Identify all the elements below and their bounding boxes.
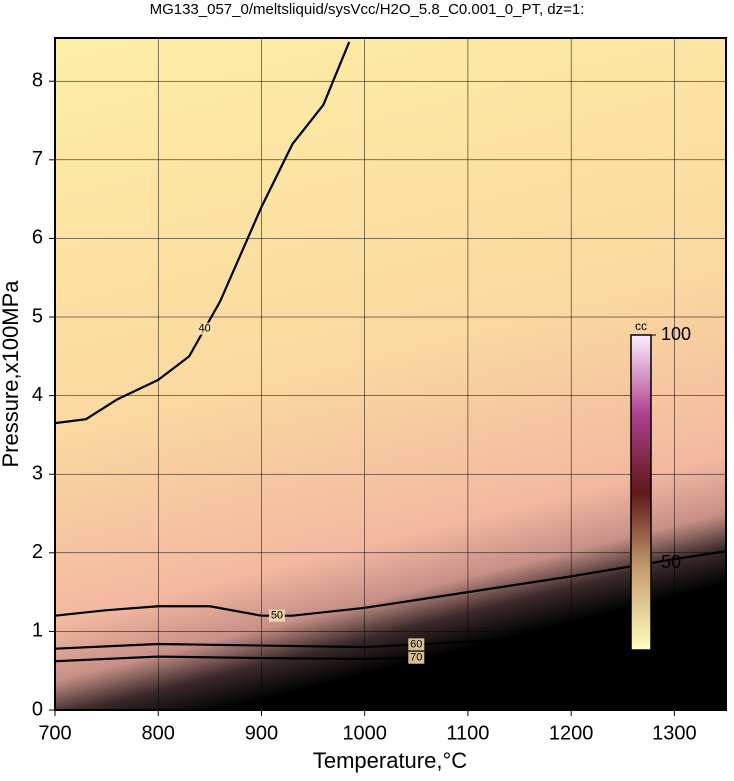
y-tick-label: 2 (32, 541, 43, 563)
x-tick-label: 1200 (549, 722, 594, 744)
colorbar-tick-label: 100 (661, 324, 691, 344)
x-tick-label: 900 (245, 722, 278, 744)
y-tick-label: 3 (32, 462, 43, 484)
y-tick-label: 8 (32, 70, 43, 92)
contour-label: 50 (271, 610, 283, 622)
chart-title: MG133_057_0/meltsliquid/sysVcc/H2O_5.8_C… (150, 1, 585, 18)
contour-label: 70 (410, 652, 422, 664)
contour-label: 60 (410, 638, 422, 650)
contour-line (54, 550, 727, 617)
y-tick-label: 1 (32, 620, 43, 642)
x-tick-label: 800 (142, 722, 175, 744)
y-tick-label: 6 (32, 227, 43, 249)
colorbar-tick-label: 50 (661, 552, 681, 572)
x-tick-label: 700 (38, 722, 71, 744)
x-tick-label: 1000 (342, 722, 387, 744)
y-axis-label: Pressure,x100MPa (0, 280, 23, 468)
x-tick-label: 1100 (446, 722, 489, 744)
contour-label-bg (408, 638, 425, 651)
y-tick-label: 4 (32, 384, 43, 406)
plot-background (55, 38, 726, 710)
x-axis-label: Temperature,°C (313, 748, 467, 773)
contour-label: 40 (199, 323, 211, 335)
colorbar (630, 334, 652, 651)
y-tick-label: 5 (32, 305, 43, 327)
x-tick-label: 1300 (652, 722, 697, 744)
plot-frame (54, 37, 727, 711)
contour-label-bg (408, 651, 425, 664)
y-tick-label: 7 (32, 148, 43, 170)
colorbar-label: cc (635, 319, 647, 333)
contour-label-bg (268, 609, 285, 622)
contour-label-bg (196, 322, 213, 335)
y-tick-label: 0 (32, 698, 43, 720)
